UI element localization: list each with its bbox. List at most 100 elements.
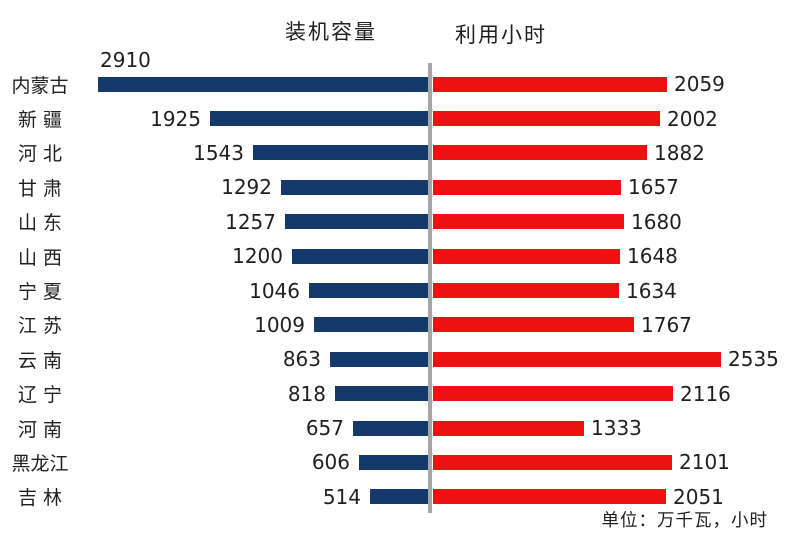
chart-row: 黑龙江 606 2101 bbox=[0, 445, 794, 479]
capacity-value: 1543 bbox=[193, 140, 244, 165]
capacity-bar bbox=[335, 386, 428, 402]
center-axis-line bbox=[428, 63, 432, 513]
capacity-panel: 1046 bbox=[80, 273, 428, 307]
chart-row: 云 南 863 2535 bbox=[0, 342, 794, 376]
category-label: 内蒙古 bbox=[11, 74, 69, 97]
capacity-bar bbox=[98, 76, 428, 92]
unit-note: 单位：万千瓦，小时 bbox=[601, 511, 768, 531]
hours-bar bbox=[433, 283, 619, 299]
capacity-bar bbox=[281, 179, 428, 195]
hours-panel: 1634 bbox=[433, 273, 794, 307]
chart-row: 山 东 1257 1680 bbox=[0, 205, 794, 239]
hours-value: 2051 bbox=[673, 484, 724, 509]
capacity-panel: 1543 bbox=[80, 136, 428, 170]
category-label: 吉 林 bbox=[17, 487, 63, 510]
chart-row: 河 南 657 1333 bbox=[0, 411, 794, 445]
capacity-value: 818 bbox=[287, 381, 326, 406]
hours-value: 1333 bbox=[591, 416, 642, 441]
capacity-panel: 1200 bbox=[80, 239, 428, 273]
hours-panel: 1882 bbox=[433, 136, 794, 170]
hours-bar bbox=[433, 179, 621, 195]
category-label: 云 南 bbox=[17, 349, 63, 372]
hours-bar bbox=[433, 111, 660, 127]
capacity-bar bbox=[314, 317, 428, 333]
hours-value: 1657 bbox=[628, 175, 679, 200]
capacity-value: 514 bbox=[322, 484, 361, 509]
capacity-panel: 1257 bbox=[80, 205, 428, 239]
capacity-panel: 2910 bbox=[80, 48, 428, 101]
hours-panel: 2116 bbox=[433, 377, 794, 411]
capacity-panel: 514 bbox=[80, 480, 428, 514]
hours-value: 2116 bbox=[680, 381, 731, 406]
hours-value: 2059 bbox=[674, 72, 725, 97]
hours-bar bbox=[433, 76, 667, 92]
hours-value: 1767 bbox=[641, 312, 692, 337]
hours-panel: 2002 bbox=[433, 101, 794, 135]
hours-value: 2535 bbox=[728, 347, 779, 372]
category-label: 山 东 bbox=[17, 212, 63, 235]
chart-row: 内蒙古 2910 2059 bbox=[0, 48, 794, 101]
capacity-value: 606 bbox=[311, 450, 350, 475]
category-label: 宁 夏 bbox=[17, 281, 63, 304]
chart-row: 宁 夏 1046 1634 bbox=[0, 273, 794, 307]
hours-panel: 2535 bbox=[433, 342, 794, 376]
hours-value: 2101 bbox=[679, 450, 730, 475]
category-label: 河 南 bbox=[17, 418, 63, 441]
hours-bar bbox=[433, 489, 666, 505]
capacity-panel: 1292 bbox=[80, 170, 428, 204]
capacity-bar bbox=[253, 145, 428, 161]
hours-bar bbox=[433, 145, 647, 161]
capacity-value: 657 bbox=[305, 416, 344, 441]
capacity-bar bbox=[210, 111, 428, 127]
capacity-bar bbox=[285, 214, 428, 230]
category-label: 辽 宁 bbox=[17, 384, 63, 407]
chart-row: 江 苏 1009 1767 bbox=[0, 308, 794, 342]
chart-row: 甘 肃 1292 1657 bbox=[0, 170, 794, 204]
capacity-bar bbox=[330, 351, 428, 367]
category-label: 江 苏 bbox=[17, 315, 63, 338]
hours-panel: 1767 bbox=[433, 308, 794, 342]
hours-panel: 2101 bbox=[433, 445, 794, 479]
chart-row: 新 疆 1925 2002 bbox=[0, 101, 794, 135]
capacity-value: 2910 bbox=[100, 48, 151, 72]
category-label: 河 北 bbox=[17, 143, 63, 166]
series-label-capacity: 装机容量 bbox=[285, 20, 377, 44]
hours-value: 2002 bbox=[667, 106, 718, 131]
hours-bar bbox=[433, 351, 721, 367]
capacity-bar bbox=[309, 283, 428, 299]
category-label: 新 疆 bbox=[17, 109, 63, 132]
hours-panel: 2051 bbox=[433, 480, 794, 514]
hours-bar bbox=[433, 386, 673, 402]
capacity-value: 1009 bbox=[254, 312, 305, 337]
capacity-panel: 657 bbox=[80, 411, 428, 445]
hours-panel: 1333 bbox=[433, 411, 794, 445]
hours-bar bbox=[433, 214, 624, 230]
hours-panel: 1648 bbox=[433, 239, 794, 273]
category-label: 山 西 bbox=[17, 246, 63, 269]
hours-panel: 2059 bbox=[433, 67, 794, 101]
chart-row: 吉 林 514 2051 bbox=[0, 480, 794, 514]
capacity-panel: 863 bbox=[80, 342, 428, 376]
capacity-bar bbox=[353, 420, 428, 436]
chart-rows: 内蒙古 2910 2059 新 疆 1925 2002 河 北 1543 1882 甘 肃 1292… bbox=[0, 48, 794, 514]
category-label: 黑龙江 bbox=[11, 452, 69, 475]
hours-value: 1882 bbox=[654, 140, 705, 165]
hours-bar bbox=[433, 317, 634, 333]
capacity-value: 1257 bbox=[225, 209, 276, 234]
chart-row: 河 北 1543 1882 bbox=[0, 136, 794, 170]
chart-row: 山 西 1200 1648 bbox=[0, 239, 794, 273]
capacity-value: 863 bbox=[282, 347, 321, 372]
capacity-panel: 1925 bbox=[80, 101, 428, 135]
capacity-panel: 606 bbox=[80, 445, 428, 479]
capacity-bar bbox=[359, 454, 428, 470]
hours-bar bbox=[433, 454, 672, 470]
capacity-value: 1046 bbox=[249, 278, 300, 303]
capacity-value: 1925 bbox=[150, 106, 201, 131]
capacity-value: 1292 bbox=[221, 175, 272, 200]
series-label-hours: 利用小时 bbox=[455, 23, 547, 47]
hours-bar bbox=[433, 420, 584, 436]
hours-value: 1680 bbox=[631, 209, 682, 234]
category-label: 甘 肃 bbox=[17, 177, 63, 200]
capacity-bar bbox=[370, 489, 428, 505]
